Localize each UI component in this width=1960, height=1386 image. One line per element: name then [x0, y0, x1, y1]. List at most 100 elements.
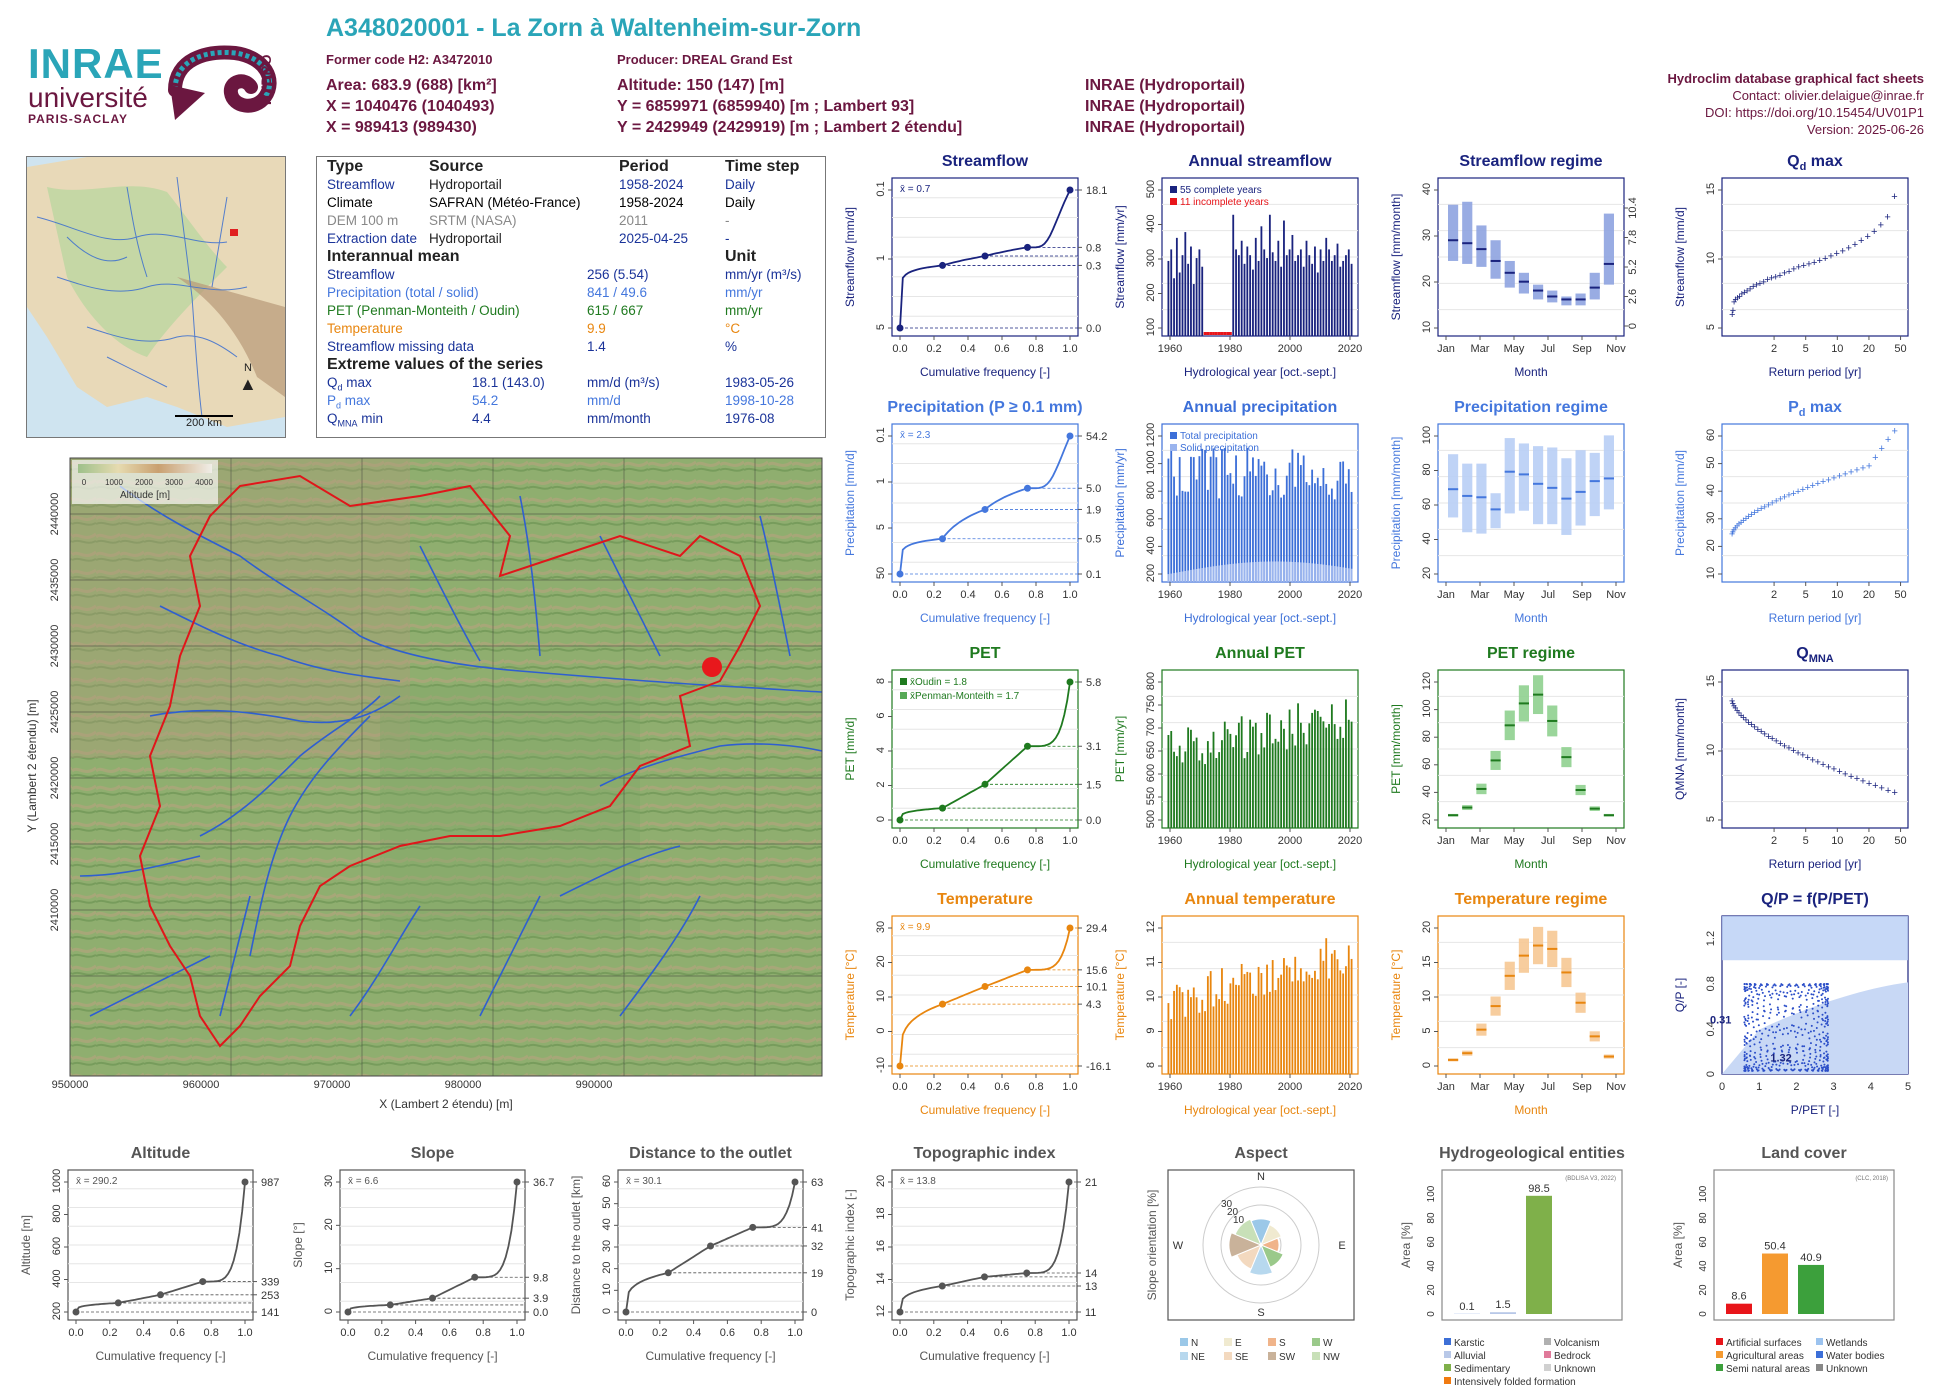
map-x-tick: 950000 [52, 1079, 89, 1091]
rp-point: + [1755, 724, 1761, 736]
qp-point [1770, 1066, 1773, 1069]
x-tick-label: Sep [1572, 1081, 1592, 1093]
rose-sector [1234, 1218, 1262, 1246]
legend-label: Alluvial [1454, 1351, 1486, 1362]
doi[interactable]: DOI: https://doi.org/10.15454/UV01P1 [1705, 105, 1924, 120]
plot-frame [1167, 1169, 1355, 1321]
qp-point [1791, 1069, 1794, 1072]
qp-point [1779, 990, 1782, 993]
qp-point [1796, 984, 1799, 987]
solid-precip-bar [1229, 564, 1232, 582]
solid-precip-bar [1302, 562, 1305, 582]
qp-point [1769, 994, 1772, 997]
legend-label: Wetlands [1826, 1338, 1868, 1349]
cdf-line [75, 1181, 246, 1313]
solid-precip-bar [1336, 566, 1339, 582]
annual-bar [1229, 983, 1232, 1074]
annual-bar [1204, 450, 1206, 582]
rp-point: + [1860, 775, 1866, 787]
y-tick-label: 800 [51, 1204, 63, 1222]
x-tick-label: 1960 [1158, 343, 1182, 355]
producer: Producer: DREAL Grand Est [617, 52, 793, 67]
rp-point: + [1790, 488, 1796, 500]
y-tick-label: 400 [1145, 536, 1157, 554]
x-tick-label: May [1504, 589, 1525, 601]
altitude-legend-label: Altitude [m] [120, 490, 170, 501]
plot-frame [1161, 669, 1359, 829]
qp-point [1800, 1068, 1803, 1071]
qp-point [1746, 989, 1749, 992]
qp-point [1812, 993, 1815, 996]
qp-point [1802, 983, 1805, 986]
rp-point: + [1757, 278, 1763, 290]
plot-frame [891, 423, 1079, 583]
annual-bar [1347, 719, 1350, 828]
missing-year-bar [1212, 332, 1215, 335]
legend-label: 55 complete years [1180, 185, 1262, 196]
y-tick-label: 10 [1705, 252, 1717, 264]
qp-point [1826, 1055, 1829, 1058]
annual-bar [1215, 994, 1218, 1074]
y-tick-label: 5 [1421, 1027, 1433, 1033]
chart-title: Topographic index [914, 1145, 1056, 1162]
qp-point [1758, 987, 1761, 990]
annual-bar [1345, 966, 1347, 1074]
y-tick-label: 100 [1426, 1185, 1437, 1202]
regime-box [1490, 996, 1501, 1016]
x-tick-label: 10 [1831, 589, 1843, 601]
qp-point [1788, 983, 1791, 986]
qp-point [1815, 1062, 1818, 1065]
qp-point [1743, 1051, 1746, 1054]
annual-bar [1249, 972, 1252, 1074]
rp-point: + [1751, 722, 1757, 734]
qp-point [1755, 989, 1758, 992]
right-tick-label: 1.9 [1086, 504, 1101, 516]
annual-bar [1316, 710, 1319, 828]
cdf-point [896, 1062, 904, 1070]
qp-point [1752, 1026, 1755, 1029]
chart-title: Slope [411, 1145, 455, 1162]
y-tick-label: 60 [1421, 498, 1433, 510]
qp-point [1822, 1060, 1825, 1063]
annual-bar [1221, 740, 1223, 828]
chart-title: Precipitation (P ≥ 0.1 mm) [887, 399, 1082, 416]
qp-point [1818, 988, 1821, 991]
qp-point [1787, 1051, 1790, 1054]
y-tick-label: 0 [1426, 1311, 1437, 1317]
qp-point [1819, 1055, 1822, 1058]
solid-precip-bar [1308, 563, 1311, 582]
qp-point [1763, 1010, 1766, 1013]
qp-point [1807, 989, 1810, 992]
station-title: A348020001 - La Zorn à Waltenheim-sur-Zo… [326, 14, 862, 42]
cdf-point [896, 816, 904, 824]
regime-box [1518, 272, 1529, 294]
missing-year-bar [1203, 332, 1207, 335]
regime-box [1476, 1023, 1487, 1036]
altitude-legend-tick: 4000 [195, 478, 213, 487]
rp-point: + [1854, 465, 1860, 477]
qp-point [1800, 1028, 1803, 1031]
y-axis-label: Streamflow [mm/d] [843, 207, 857, 307]
x-tick-label: 0.0 [892, 343, 907, 355]
regime-box [1518, 685, 1529, 722]
y-tick-label: 10 [875, 990, 887, 1002]
rp-point: + [1744, 285, 1750, 297]
rp-point: + [1732, 523, 1738, 535]
right-tick-label: 0.3 [1086, 260, 1101, 272]
qp-point [1780, 983, 1783, 986]
x-tick-label: Jul [1541, 589, 1555, 601]
x-tick-label: 2 [1771, 589, 1777, 601]
annual-bar [1285, 475, 1288, 582]
cdf-point [1023, 1269, 1031, 1277]
qp-point [1762, 1068, 1765, 1071]
x-tick-label: 0.0 [68, 1327, 83, 1339]
qp-point [1744, 1066, 1747, 1069]
extreme-name: Pd max [327, 393, 371, 411]
qp-point [1743, 988, 1746, 991]
y-tick-label: 6 [875, 712, 887, 718]
qp-point [1752, 996, 1755, 999]
qp-point [1790, 1068, 1793, 1071]
hydro-vertical-label: HYDRO [258, 54, 274, 105]
mean-label: x̄ = 6.6 [348, 1176, 379, 1187]
x-tick-label: 0 [1719, 1081, 1725, 1093]
